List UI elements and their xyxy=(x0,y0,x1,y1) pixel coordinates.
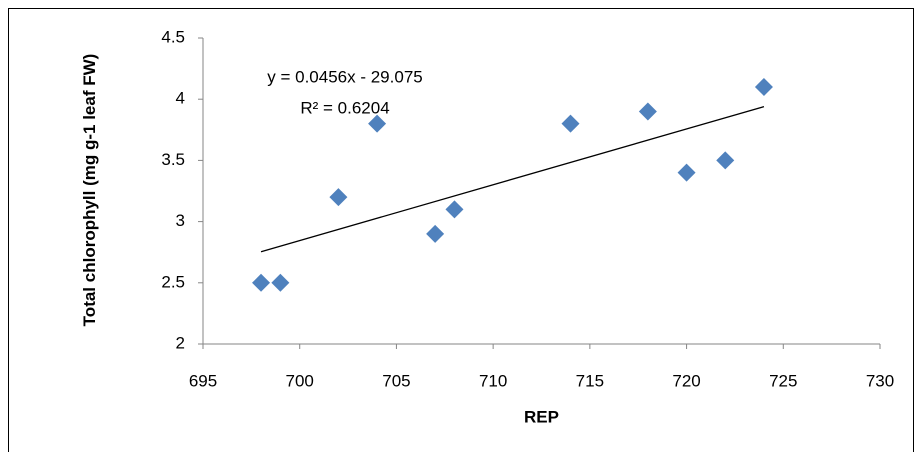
y-tick-label: 2 xyxy=(176,333,185,352)
x-tick-label: 710 xyxy=(479,371,507,390)
y-tick-label: 3 xyxy=(176,211,185,230)
data-point xyxy=(561,114,580,133)
trendline xyxy=(260,105,765,253)
x-tick-label: 725 xyxy=(769,371,797,390)
y-tick-label: 3.5 xyxy=(161,150,185,169)
trendline-equation: y = 0.0456x - 29.075 xyxy=(267,67,422,86)
chart-border xyxy=(8,8,914,452)
y-axis-label: Total chlorophyll (mg g-1 leaf FW) xyxy=(80,53,99,327)
y-tick-label: 4 xyxy=(176,89,185,108)
x-tick-label: 695 xyxy=(189,371,217,390)
data-point xyxy=(252,273,271,292)
data-point xyxy=(271,273,290,292)
data-point xyxy=(329,188,348,207)
data-point xyxy=(638,102,657,121)
x-axis-label: REP xyxy=(524,407,559,426)
data-point xyxy=(426,224,445,243)
x-tick-label: 730 xyxy=(866,371,894,390)
x-tick-label: 715 xyxy=(576,371,604,390)
data-point xyxy=(368,114,387,133)
y-tick-label: 4.5 xyxy=(161,27,185,46)
data-point xyxy=(445,200,464,219)
data-point xyxy=(716,151,735,170)
trendline-r2: R² = 0.6204 xyxy=(300,98,389,117)
data-point xyxy=(754,77,773,96)
x-tick-label: 720 xyxy=(672,371,700,390)
data-point xyxy=(677,163,696,182)
x-tick-label: 700 xyxy=(286,371,314,390)
y-tick-label: 2.5 xyxy=(161,272,185,291)
x-tick-label: 705 xyxy=(382,371,410,390)
